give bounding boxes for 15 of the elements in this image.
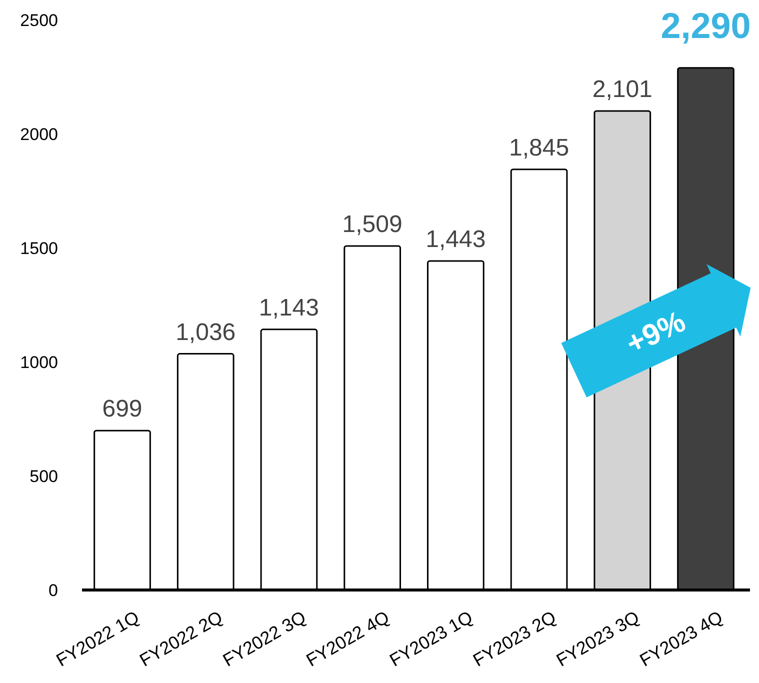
- data-label: 1,509: [342, 210, 402, 238]
- y-tick-label: 1000: [20, 352, 58, 372]
- data-label: 2,290: [660, 4, 751, 46]
- y-tick-label: 1500: [20, 238, 58, 258]
- data-label: 1,036: [176, 318, 236, 346]
- data-label: 1,443: [426, 226, 486, 253]
- data-label: 1,845: [509, 134, 570, 162]
- y-tick-label: 500: [30, 466, 58, 486]
- data-label: 1,143: [258, 294, 319, 322]
- annotation: +9%: [621, 305, 690, 361]
- y-tick-label: 2500: [20, 10, 58, 30]
- data-label: 699: [102, 396, 142, 423]
- y-tick-label: 2000: [20, 124, 58, 144]
- data-label: 2,101: [592, 76, 652, 103]
- y-tick-label: 0: [48, 580, 58, 600]
